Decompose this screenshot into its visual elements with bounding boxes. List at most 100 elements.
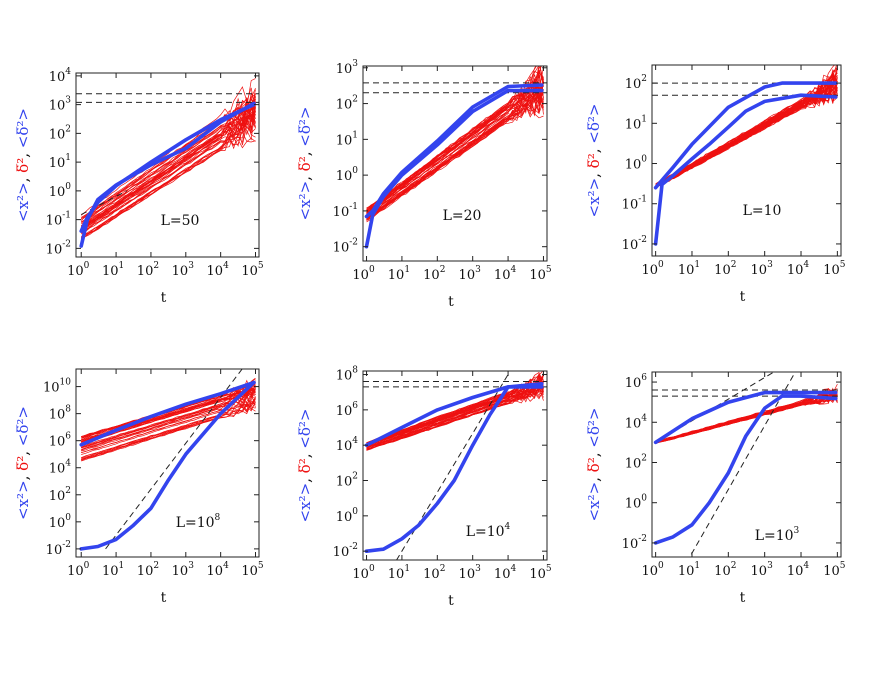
panel-annotation: L=104 — [466, 522, 511, 540]
panel-5: 100 101 102 103 104 105 10-2 100 102 104 106 108 t <x… — [296, 366, 552, 609]
panel-annotation: L=103 — [755, 526, 800, 544]
plot-area — [363, 371, 547, 560]
plot-area — [76, 78, 259, 248]
y-tick-label: 102 — [49, 486, 71, 504]
tamsd-trajectory — [81, 93, 256, 223]
tamsd-trajectory — [366, 78, 544, 221]
x-tick-label: 101 — [678, 561, 700, 579]
tamsd-trajectory — [80, 86, 256, 216]
tamsd-trajectory — [81, 396, 256, 452]
x-tick-label: 102 — [137, 561, 159, 579]
axes-frame — [75, 368, 260, 558]
tamsd-trajectory — [81, 131, 256, 240]
tamsd-trajectory — [80, 102, 256, 233]
y-tick-label: 106 — [625, 373, 648, 391]
tamsd-trajectory — [81, 398, 256, 462]
y-axis-label: <x²>, δ̅², <δ̅²> — [296, 409, 314, 523]
y-axis-label: <x²>, δ̅², <δ̅²> — [14, 108, 32, 222]
axes-frame — [651, 371, 842, 558]
tamsd-trajectory — [655, 393, 838, 444]
series-msd — [364, 385, 544, 553]
tamsd-trajectory — [655, 83, 838, 188]
reference-line — [395, 374, 509, 560]
panel-6: 100 101 102 103 104 105 10-2 100 102 104 106 t <x²>,… — [585, 371, 846, 606]
y-tick-label: 100 — [625, 155, 648, 173]
y-tick-label: 100 — [336, 507, 359, 525]
x-tick-label: 101 — [388, 265, 410, 283]
tamsd-trajectory — [366, 379, 544, 448]
x-tick-label: 102 — [137, 261, 159, 279]
x-tick-label: 104 — [207, 261, 230, 279]
y-tick-label: 104 — [625, 413, 648, 431]
tamsd-trajectory — [81, 106, 256, 235]
y-tick-label: 101 — [336, 130, 358, 148]
tamsd-trajectory — [81, 96, 256, 223]
plot-area — [652, 65, 841, 246]
y-tick-label: 100 — [49, 182, 72, 200]
plot-area — [363, 66, 547, 249]
x-tick-label: 104 — [494, 564, 517, 582]
panel-annotation: L=10 — [743, 203, 782, 219]
x-tick-label: 103 — [751, 561, 774, 579]
x-tick-label: 104 — [207, 561, 230, 579]
series-msd — [653, 93, 838, 246]
tamsd-trajectory — [366, 66, 544, 209]
y-tick-label: 100 — [625, 494, 648, 512]
tamsd-trajectory — [81, 389, 256, 448]
plot-area — [652, 372, 841, 557]
y-tick-label: 104 — [49, 459, 72, 477]
tamsd-trajectory — [81, 121, 256, 240]
tamsd-trajectory — [366, 387, 544, 449]
tamsd-trajectory — [366, 92, 544, 213]
y-axis-label: <x²>, δ̅², <δ̅²> — [585, 408, 603, 522]
x-tick-label: 103 — [459, 564, 482, 582]
x-tick-label: 105 — [529, 564, 552, 582]
tamsd-trajectory — [655, 392, 838, 444]
y-tick-label: 10-1 — [622, 195, 647, 213]
series-msd — [653, 394, 838, 545]
x-tick-label: 102 — [423, 564, 445, 582]
reference-line — [655, 372, 775, 443]
panel-4: 100 101 102 103 104 105 10-2 100 102 104 106 108 101… — [14, 368, 264, 606]
panel-annotation: L=50 — [161, 213, 200, 229]
x-tick-label: 101 — [102, 561, 124, 579]
tamsd-trajectory — [655, 83, 838, 188]
y-tick-label: 10-2 — [333, 238, 358, 256]
tamsd-trajectory — [655, 83, 838, 185]
x-tick-label: 103 — [459, 265, 482, 283]
y-tick-label: 10-2 — [46, 239, 71, 257]
axes-frame — [75, 72, 260, 258]
tamsd-trajectory — [655, 394, 838, 444]
tamsd-trajectory — [655, 78, 838, 186]
x-tick-label: 102 — [714, 260, 736, 278]
tamsd-trajectory — [80, 137, 256, 240]
y-tick-label: 103 — [336, 59, 359, 77]
x-tick-label: 101 — [678, 260, 700, 278]
x-tick-label: 103 — [172, 261, 195, 279]
y-tick-label: 10-2 — [622, 534, 647, 552]
tamsd-trajectory — [366, 377, 544, 447]
y-tick-label: 102 — [49, 124, 71, 142]
x-tick-label: 101 — [102, 261, 124, 279]
panel-2: 100 101 102 103 104 105 10-2 10-1 100 101 102 103 t <… — [296, 59, 552, 310]
series-tamsd — [653, 390, 838, 445]
panel-1: 100 101 102 103 104 105 10-2 10-1 100 101 102 103 10… — [14, 67, 264, 306]
x-tick-label: 105 — [529, 265, 552, 283]
y-tick-label: 101 — [625, 114, 647, 132]
series-msd — [79, 380, 256, 551]
y-axis-label: <x²>, δ̅², <δ̅²> — [585, 104, 603, 218]
x-tick-label: 100 — [641, 561, 664, 579]
x-tick-label: 100 — [67, 561, 90, 579]
x-axis-label: t — [161, 590, 167, 606]
x-axis-label: t — [740, 590, 746, 606]
axes-frame — [362, 65, 548, 262]
panel-annotation: L=20 — [443, 208, 482, 224]
y-tick-label: 102 — [336, 472, 358, 490]
series-tamsd — [653, 81, 838, 190]
y-tick-label: 1010 — [43, 378, 71, 396]
plot-area — [79, 369, 256, 551]
x-tick-label: 100 — [352, 265, 375, 283]
x-axis-label: t — [448, 294, 454, 310]
y-tick-label: 102 — [625, 74, 647, 92]
tamsd-trajectory — [81, 388, 256, 449]
